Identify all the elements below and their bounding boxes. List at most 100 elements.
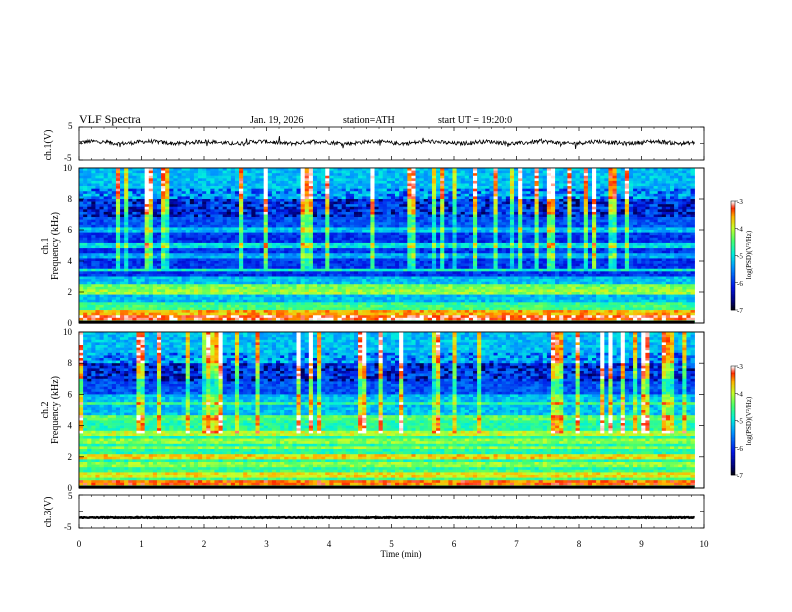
spectrogram-cell — [206, 242, 211, 246]
spectrogram-cell — [156, 222, 162, 226]
spectrogram-cell — [468, 211, 474, 215]
spectrogram-cell — [288, 175, 293, 179]
spectrogram-cell — [555, 235, 560, 239]
spectrogram-cell — [456, 240, 461, 244]
spectrogram-cell — [91, 180, 96, 184]
spectrogram-cell — [637, 180, 642, 184]
spectrogram-cell — [497, 232, 503, 236]
spectrogram-cell — [514, 204, 519, 208]
spectrogram-cell — [185, 219, 191, 223]
spectrogram-cell — [612, 227, 617, 231]
spectrogram-cell — [349, 206, 355, 210]
spectrogram-cell — [99, 196, 104, 200]
spectrogram-cell — [596, 170, 601, 174]
spectrogram-cell — [608, 232, 613, 236]
spectrogram-cell — [624, 240, 630, 244]
spectrogram-cell — [177, 168, 182, 171]
spectrogram-cell — [124, 214, 129, 218]
spectrogram-cell — [202, 230, 207, 233]
spectrogram-cell — [686, 186, 691, 189]
spectrogram-cell — [583, 232, 589, 236]
spectrogram-cell — [341, 178, 347, 182]
spectrogram-cell — [152, 199, 158, 202]
spectrogram-cell — [444, 201, 449, 205]
spectrogram-cell — [419, 199, 425, 202]
spectrogram-cell — [542, 217, 548, 220]
spectrogram-cell — [218, 168, 223, 171]
spectrogram-cell — [161, 209, 166, 213]
spectrogram-cell — [181, 193, 186, 197]
spectrogram-cell — [448, 237, 453, 241]
spectrogram-cell — [440, 188, 445, 192]
spectrogram-cell — [485, 214, 490, 218]
spectrogram-cell — [575, 240, 580, 244]
spectrogram-cell — [509, 237, 515, 241]
spectrogram-cell — [99, 211, 104, 215]
spectrogram-cell — [604, 170, 609, 174]
spectrogram-cell — [444, 180, 449, 184]
spectrogram-cell — [477, 204, 482, 208]
spectrogram-cell — [493, 178, 498, 182]
spectrogram-cell — [103, 242, 109, 246]
spectrogram-cell — [575, 180, 580, 184]
spectrogram-cell — [440, 175, 445, 179]
spectrogram-cell — [120, 178, 125, 182]
spectrogram-cell — [87, 178, 92, 182]
spectrogram-cell — [522, 196, 527, 200]
spectrogram-cell — [284, 183, 289, 187]
spectrogram-cell — [567, 217, 572, 220]
ch1-spec-freq-label: Frequency (kHz) — [50, 212, 61, 280]
spectrogram-cell — [370, 178, 375, 182]
spectrogram-cell — [234, 188, 240, 192]
figure-title: VLF Spectra — [79, 112, 141, 126]
spectrogram-cell — [546, 219, 552, 223]
spectrogram-cell — [251, 227, 256, 231]
spectrogram-cell — [592, 206, 597, 210]
spectrogram-cell — [280, 217, 285, 220]
spectrogram-cell — [222, 186, 228, 189]
spectrogram-cell — [333, 173, 338, 177]
spectrogram-cell — [308, 175, 314, 179]
spectrogram-cell — [690, 175, 695, 179]
spectrogram-cell — [87, 232, 92, 236]
spectrogram-cell — [366, 199, 371, 202]
spectrogram-cell — [222, 204, 228, 208]
spectrogram-cell — [120, 240, 125, 244]
spectrogram-cell — [538, 206, 544, 210]
spectrogram-cell — [218, 170, 223, 174]
spectrogram-cell — [345, 222, 351, 226]
spectrogram-cell — [686, 219, 691, 223]
spectrogram-cell — [608, 196, 613, 200]
spectrogram-cell — [296, 227, 301, 231]
spectrogram-cell — [177, 191, 182, 195]
spectrogram-cell — [456, 224, 461, 228]
spectrogram-cell — [169, 214, 174, 218]
spectrogram-cell — [247, 206, 252, 210]
spectrogram-cell — [382, 235, 388, 239]
spectrogram-cell — [165, 217, 170, 220]
spectrogram-cell — [600, 170, 605, 174]
spectrogram-cell — [403, 188, 408, 192]
spectrogram-cell — [571, 222, 576, 226]
spectrogram-cell — [296, 201, 301, 205]
spectrogram-cell — [555, 214, 560, 218]
spectrogram-cell — [661, 222, 667, 226]
spectrogram-cell — [251, 211, 256, 215]
spectrogram-cell — [321, 170, 326, 174]
spectrogram-cell — [386, 178, 392, 182]
spectrogram-cell — [91, 193, 96, 197]
spectrogram-cell — [325, 227, 330, 231]
spectrogram-cell — [514, 232, 519, 236]
spectrogram-cell — [485, 232, 490, 236]
spectrogram-cell — [280, 219, 285, 223]
spectrogram-cell — [411, 217, 416, 220]
spectrogram-cell — [505, 240, 511, 244]
spectrogram-cell — [263, 242, 269, 246]
spectrogram-cell — [345, 209, 351, 213]
spectrogram-cell — [411, 193, 416, 197]
spectrogram-cell — [173, 188, 178, 192]
spectrogram-cell — [415, 180, 420, 184]
spectrogram-cell — [460, 237, 466, 241]
spectrogram-cell — [148, 188, 154, 192]
spectrogram-cell — [550, 209, 556, 213]
